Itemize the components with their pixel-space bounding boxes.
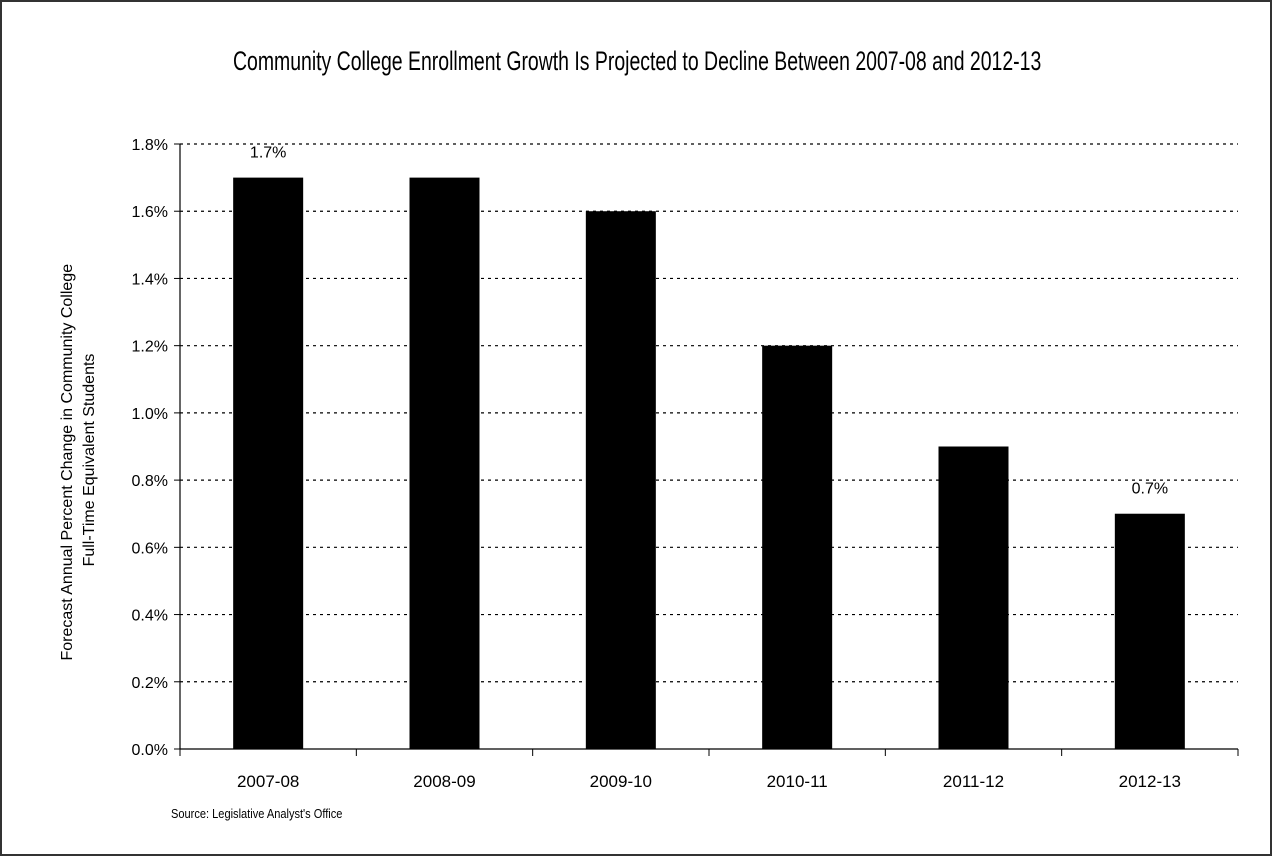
x-tick-label: 2012-13	[1119, 772, 1181, 791]
y-tick-label: 1.2%	[132, 339, 168, 356]
y-tick-label: 1.8%	[132, 137, 168, 154]
y-tick-label: 0.8%	[132, 473, 168, 490]
x-tick-label: 2011-12	[943, 772, 1004, 791]
x-axis-ticks: 2007-08 2008-09 2009-10 2010-11 2011-12 2012-…	[179, 749, 1239, 791]
x-tick-label: 2008-09	[413, 772, 475, 791]
data-labels: 1.7% 0.7%	[250, 145, 1168, 498]
x-tick-label: 2009-10	[590, 772, 652, 791]
y-axis-title-line-1: Forecast Annual Percent Change in Commun…	[59, 264, 76, 661]
y-tick-label: 0.0%	[132, 742, 168, 759]
bars	[233, 177, 1185, 750]
data-label: 0.7%	[1132, 481, 1168, 498]
y-tick-label: 0.2%	[132, 675, 168, 692]
gridlines	[180, 143, 1238, 683]
data-label: 1.7%	[250, 145, 286, 162]
y-tick-label: 0.6%	[132, 540, 168, 557]
y-tick-label: 1.4%	[132, 271, 168, 288]
bar-2008-09	[409, 177, 480, 750]
bar-2007-08	[233, 177, 304, 750]
chart-title: Community College Enrollment Growth Is P…	[232, 46, 1042, 76]
y-tick-label: 0.4%	[132, 608, 168, 625]
x-tick-label: 2007-08	[237, 772, 299, 791]
bar-2011-12	[938, 446, 1009, 749]
x-tick-label: 2010-11	[767, 772, 828, 791]
y-axis-ticks: 0.0% 0.2% 0.4% 0.6% 0.8% 1.0% 1.2% 1.4% 1.6% 1.8%	[132, 137, 180, 759]
y-axis-title-line-2: Full-Time Equivalent Students	[81, 354, 98, 567]
source-note: Source: Legislative Analyst's Office	[171, 806, 343, 821]
axes	[179, 144, 1238, 750]
bar-2010-11	[762, 345, 833, 749]
bar-2012-13	[1114, 513, 1185, 749]
y-axis-title: Forecast Annual Percent Change in Commun…	[59, 259, 98, 660]
bar-2009-10	[585, 211, 656, 749]
y-tick-label: 1.6%	[132, 204, 168, 221]
y-tick-label: 1.0%	[132, 406, 168, 423]
